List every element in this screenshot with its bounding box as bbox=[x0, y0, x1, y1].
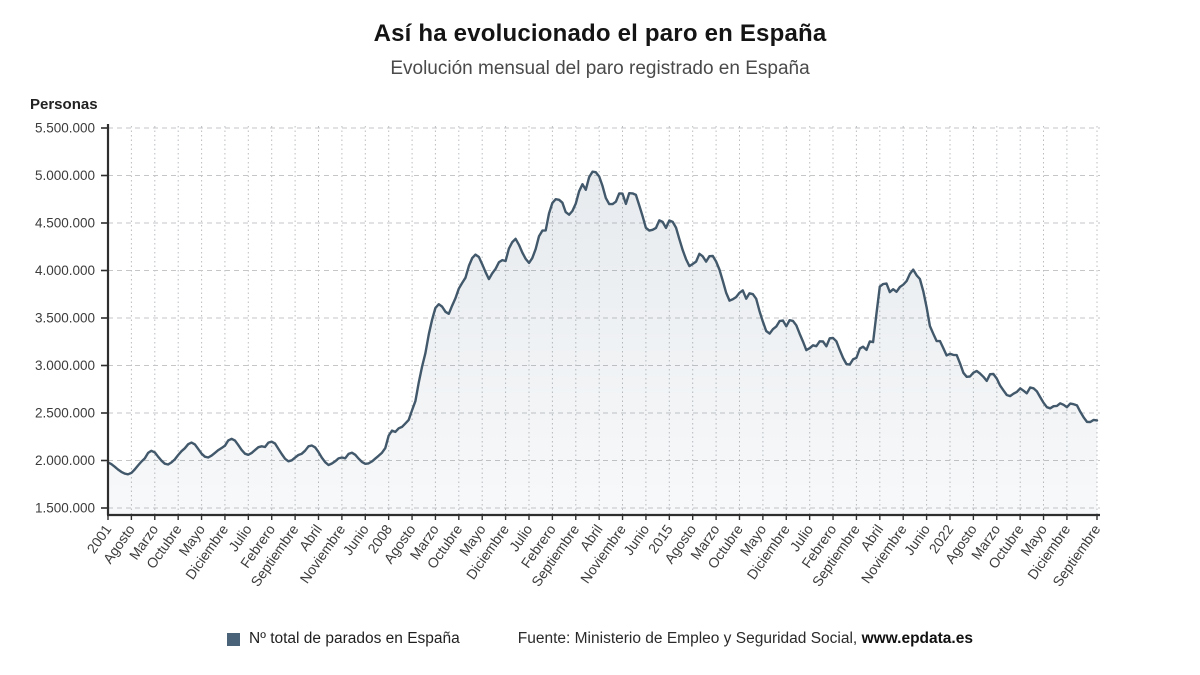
series-area bbox=[108, 171, 1097, 515]
x-tick-label: Junio bbox=[901, 521, 933, 558]
series-line bbox=[106, 170, 1099, 476]
y-tick-label: 2.500.000 bbox=[35, 406, 95, 421]
legend-swatch-icon bbox=[227, 632, 241, 646]
y-tick-label: 5.500.000 bbox=[35, 121, 95, 136]
source-text: Fuente: Ministerio de Empleo y Seguridad… bbox=[518, 630, 973, 648]
y-tick-label: 4.500.000 bbox=[35, 216, 95, 231]
source-prefix: Fuente: Ministerio de Empleo y Seguridad… bbox=[517, 630, 858, 647]
legend-label: Nº total de parados en España bbox=[249, 630, 460, 647]
y-axis-title: Personas bbox=[30, 96, 98, 113]
chart-footer: Nº total de parados en España Fuente: Mi… bbox=[0, 630, 1200, 648]
y-tick-label: 4.000.000 bbox=[35, 263, 95, 278]
legend-entry: Nº total de parados en España bbox=[227, 630, 460, 648]
page-subtitle: Evolución mensual del paro registrado en… bbox=[390, 58, 810, 79]
y-tick-label: 3.500.000 bbox=[35, 311, 95, 326]
y-tick-label: 5.000.000 bbox=[35, 168, 95, 183]
x-tick-label: Junio bbox=[620, 521, 652, 558]
source-site-link[interactable]: www.epdata.es bbox=[861, 630, 973, 647]
y-tick-label: 3.000.000 bbox=[35, 358, 95, 373]
x-tick-label: Junio bbox=[339, 521, 371, 558]
y-tick-label: 1.500.000 bbox=[35, 501, 95, 516]
page-title: Así ha evolucionado el paro en España bbox=[373, 20, 827, 47]
x-tick-group: 2001AgostoMarzoOctubreMayoDiciembreJulio… bbox=[83, 515, 1104, 589]
y-tick-group: 5.500.000 5.000.000 4.500.000 4.000.000 3.50… bbox=[35, 121, 108, 516]
y-tick-label: 2.000.000 bbox=[35, 453, 95, 468]
